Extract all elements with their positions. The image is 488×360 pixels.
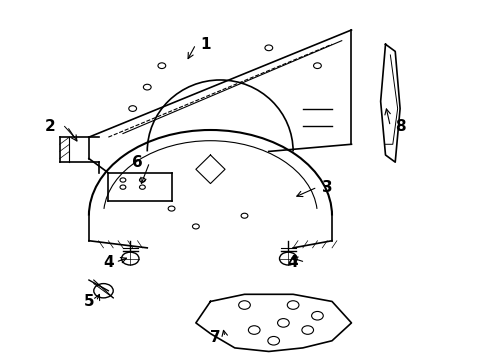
- Text: 4: 4: [287, 255, 298, 270]
- Text: 5: 5: [83, 294, 94, 309]
- Text: 6: 6: [132, 155, 142, 170]
- Text: 3: 3: [321, 180, 332, 195]
- Text: 2: 2: [44, 119, 55, 134]
- Text: 7: 7: [209, 330, 220, 345]
- Text: 1: 1: [200, 37, 210, 52]
- Text: 8: 8: [394, 119, 405, 134]
- Text: 4: 4: [103, 255, 113, 270]
